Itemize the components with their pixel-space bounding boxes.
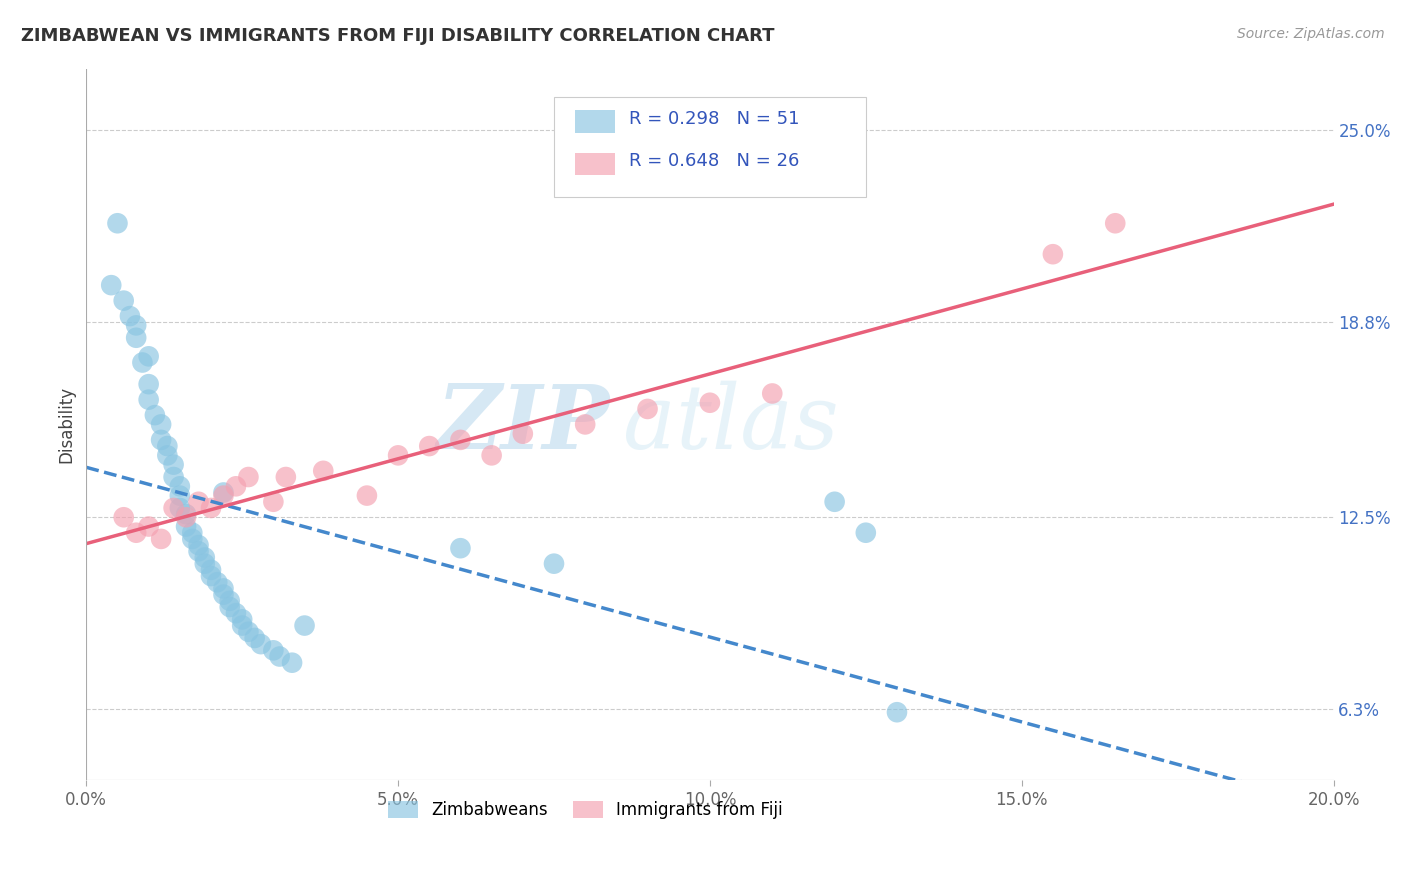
Point — [886, 705, 908, 719]
Point — [574, 417, 596, 432]
Point — [138, 377, 160, 392]
Point — [162, 500, 184, 515]
Point — [218, 594, 240, 608]
Point — [212, 485, 235, 500]
Point — [125, 525, 148, 540]
Point — [418, 439, 440, 453]
Y-axis label: Disability: Disability — [58, 386, 75, 463]
Point — [194, 557, 217, 571]
Point — [112, 293, 135, 308]
Point — [207, 575, 229, 590]
Point — [512, 426, 534, 441]
Point — [387, 448, 409, 462]
Point — [174, 519, 197, 533]
Point — [150, 532, 173, 546]
Point — [156, 448, 179, 462]
Point — [1104, 216, 1126, 230]
Point — [181, 525, 204, 540]
Point — [125, 318, 148, 333]
Point — [356, 489, 378, 503]
Point — [699, 396, 721, 410]
Point — [231, 612, 253, 626]
Point — [138, 519, 160, 533]
Text: ZIMBABWEAN VS IMMIGRANTS FROM FIJI DISABILITY CORRELATION CHART: ZIMBABWEAN VS IMMIGRANTS FROM FIJI DISAB… — [21, 27, 775, 45]
Point — [187, 538, 209, 552]
Legend: Zimbabweans, Immigrants from Fiji: Zimbabweans, Immigrants from Fiji — [381, 794, 789, 825]
Point — [138, 392, 160, 407]
Point — [100, 278, 122, 293]
Point — [637, 401, 659, 416]
Point — [855, 525, 877, 540]
Point — [269, 649, 291, 664]
Point — [824, 495, 846, 509]
Text: R = 0.298   N = 51: R = 0.298 N = 51 — [628, 110, 800, 128]
Point — [162, 458, 184, 472]
Point — [156, 439, 179, 453]
Point — [131, 355, 153, 369]
Text: atlas: atlas — [623, 381, 838, 467]
Point — [118, 309, 141, 323]
Point — [312, 464, 335, 478]
Point — [250, 637, 273, 651]
Point — [274, 470, 297, 484]
Point — [761, 386, 783, 401]
Point — [543, 557, 565, 571]
Point — [212, 588, 235, 602]
Point — [174, 510, 197, 524]
Point — [262, 495, 284, 509]
Point — [107, 216, 129, 230]
Point — [200, 500, 222, 515]
Point — [294, 618, 316, 632]
Point — [138, 349, 160, 363]
Point — [225, 606, 247, 620]
Point — [150, 433, 173, 447]
Point — [143, 408, 166, 422]
Point — [181, 532, 204, 546]
Point — [200, 569, 222, 583]
Point — [187, 495, 209, 509]
Point — [449, 541, 471, 556]
Point — [200, 563, 222, 577]
Point — [1042, 247, 1064, 261]
Text: R = 0.648   N = 26: R = 0.648 N = 26 — [628, 152, 799, 170]
Point — [281, 656, 304, 670]
Point — [449, 433, 471, 447]
Point — [125, 331, 148, 345]
Point — [262, 643, 284, 657]
Point — [238, 470, 260, 484]
Point — [231, 618, 253, 632]
Point — [218, 599, 240, 614]
FancyBboxPatch shape — [575, 153, 614, 176]
Point — [212, 489, 235, 503]
Point — [169, 500, 191, 515]
Point — [112, 510, 135, 524]
Text: ZIP: ZIP — [437, 381, 610, 467]
FancyBboxPatch shape — [554, 97, 866, 196]
Point — [212, 582, 235, 596]
FancyBboxPatch shape — [575, 110, 614, 133]
Point — [243, 631, 266, 645]
Point — [150, 417, 173, 432]
Point — [162, 470, 184, 484]
Point — [481, 448, 503, 462]
Point — [238, 624, 260, 639]
Point — [174, 507, 197, 521]
Point — [169, 479, 191, 493]
Point — [225, 479, 247, 493]
Point — [187, 544, 209, 558]
Text: Source: ZipAtlas.com: Source: ZipAtlas.com — [1237, 27, 1385, 41]
Point — [194, 550, 217, 565]
Point — [169, 489, 191, 503]
